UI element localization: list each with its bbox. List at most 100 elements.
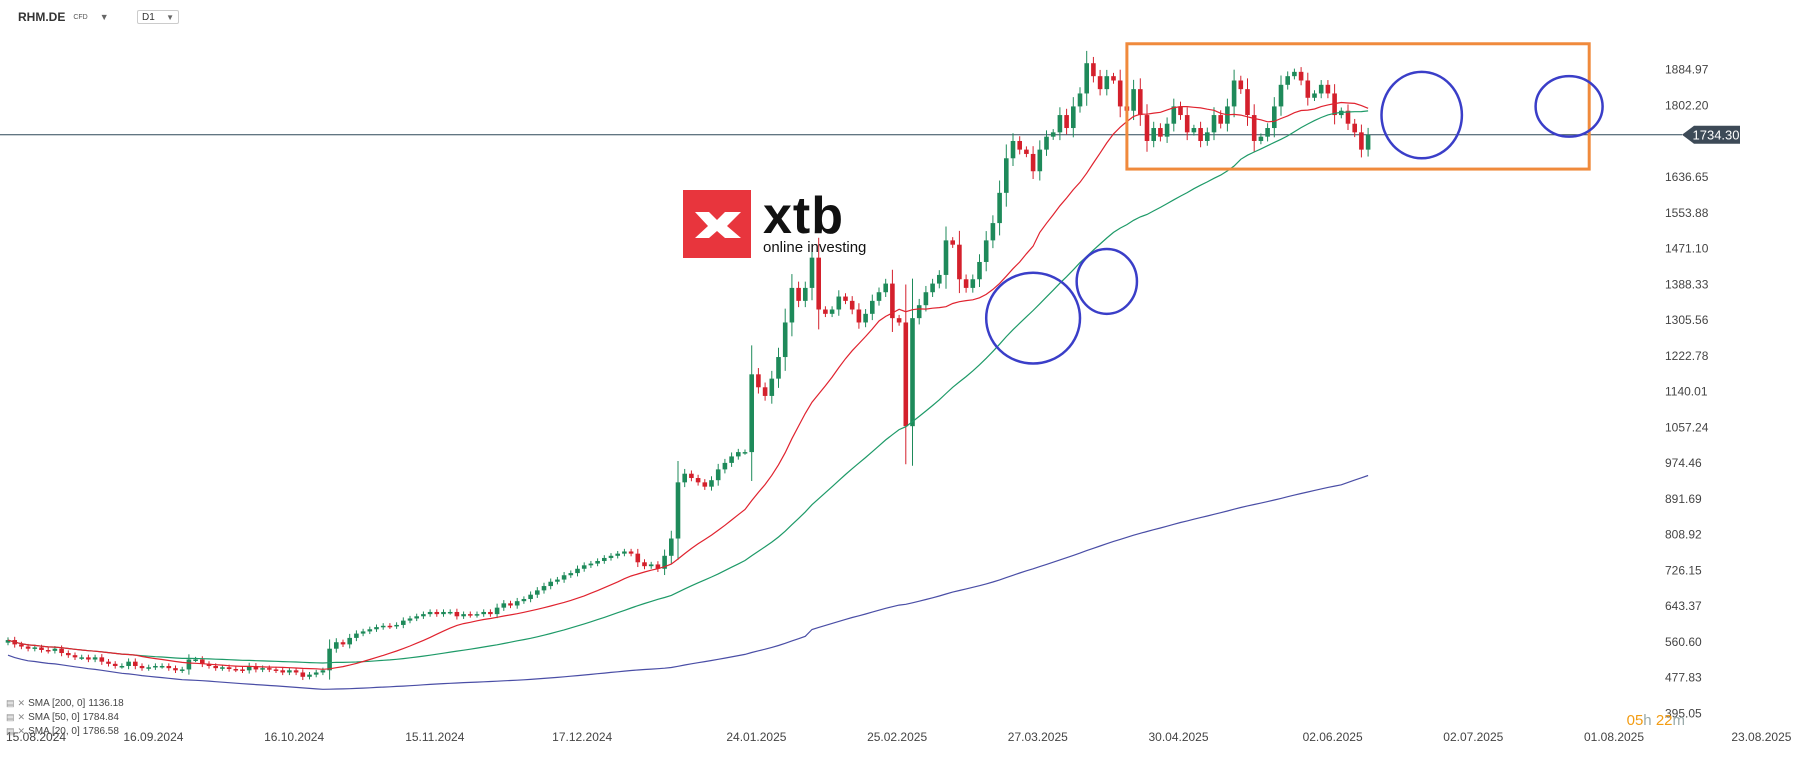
candle-body <box>79 657 84 659</box>
legend-sma-200[interactable]: ▤ ✕ SMA [200, 0] 1136.18 <box>6 698 124 709</box>
candle-body <box>876 292 882 301</box>
x-tick-label: 27.03.2025 <box>1008 730 1068 744</box>
candle-body <box>789 287 795 323</box>
candle-body <box>883 283 888 293</box>
candle-body <box>856 309 862 323</box>
candle-body <box>1104 76 1110 90</box>
candle-body <box>1050 132 1056 137</box>
legend-label: SMA [200, 0] <box>28 698 86 709</box>
candle-body <box>340 642 346 645</box>
settings-icon[interactable]: ▤ <box>6 712 15 722</box>
candle-body <box>1312 93 1317 98</box>
candle-body <box>1238 80 1244 90</box>
candle-body <box>213 665 218 669</box>
y-tick-label: 1140.01 <box>1665 385 1708 399</box>
logo-word: xtb <box>763 186 844 245</box>
timeframe-label: D1 <box>142 11 155 23</box>
xtb-logo: xtb online investing <box>683 190 866 258</box>
candle-body <box>675 482 681 539</box>
candle-body <box>555 579 560 582</box>
candle-body <box>682 473 687 483</box>
candle-body <box>1091 63 1096 77</box>
candle-body <box>1205 132 1210 141</box>
candle-body <box>535 590 540 595</box>
instrument-selector[interactable]: RHM.DE CFD ▼ <box>18 10 109 24</box>
candle-body <box>742 452 748 454</box>
x-tick-label: 15.11.2024 <box>405 730 464 744</box>
candle-body <box>829 309 835 314</box>
y-tick-label: 1057.24 <box>1665 420 1709 434</box>
candle-body <box>226 667 232 670</box>
candle-body <box>501 603 507 608</box>
candle-body <box>910 318 915 427</box>
timeframe-selector[interactable]: D1 ▼ <box>137 10 179 24</box>
candle-body <box>300 672 306 677</box>
candle-body <box>1064 115 1069 129</box>
settings-icon[interactable]: ▤ <box>6 698 15 708</box>
candle-body <box>702 482 708 487</box>
annotation-circle <box>1380 70 1464 160</box>
candle-body <box>92 657 98 660</box>
candle-body <box>421 614 426 617</box>
candle-body <box>722 462 728 470</box>
candle-body <box>1164 123 1170 137</box>
candle-body <box>1057 115 1063 133</box>
candle-body <box>193 659 198 662</box>
y-tick-label: 726.15 <box>1665 563 1702 577</box>
y-tick-label: 395.05 <box>1665 706 1702 720</box>
x-tick-label: 02.07.2025 <box>1443 730 1503 744</box>
last-price-label: 1734.30 <box>1693 127 1740 142</box>
logo-subtitle: online investing <box>763 238 867 256</box>
candle-body <box>66 653 71 656</box>
candle-body <box>870 300 875 314</box>
candle-body <box>159 665 165 668</box>
candle-body <box>1285 76 1290 85</box>
candle-body <box>72 655 78 658</box>
candle-body <box>1332 93 1337 116</box>
close-icon[interactable]: ✕ <box>17 712 26 722</box>
candle-body <box>541 586 547 591</box>
candle-body <box>25 646 31 649</box>
candle-body <box>749 374 754 453</box>
candle-body <box>1037 149 1043 172</box>
candle-body <box>1345 110 1351 124</box>
candle-body <box>508 603 513 606</box>
candle-body <box>1365 134 1371 150</box>
candle-body <box>769 378 775 396</box>
candle-body <box>39 647 44 650</box>
candle-countdown: 05h 22m <box>1627 712 1685 729</box>
candle-body <box>896 318 902 323</box>
candle-body <box>414 616 419 619</box>
close-icon[interactable]: ✕ <box>17 726 26 736</box>
candle-body <box>843 296 848 301</box>
y-tick-label: 1388.33 <box>1665 277 1709 291</box>
candle-body <box>1171 106 1177 124</box>
candle-body <box>119 665 125 668</box>
candle-body <box>662 555 667 569</box>
candle-body <box>52 648 58 651</box>
candle-body <box>1097 76 1103 90</box>
candle-body <box>628 551 634 554</box>
candle-body <box>1218 115 1223 124</box>
candle-body <box>776 357 781 379</box>
candle-body <box>280 670 285 673</box>
candle-body <box>380 625 386 628</box>
candle-body <box>950 240 955 245</box>
countdown-hours-unit: h <box>1643 712 1652 729</box>
legend-sma-20[interactable]: ▤ ✕ SMA [20, 0] 1786.58 <box>6 726 119 737</box>
y-tick-label: 808.92 <box>1665 528 1702 542</box>
candle-body <box>1352 123 1357 133</box>
candle-body <box>267 668 272 670</box>
chevron-down-icon[interactable]: ▼ <box>99 12 109 22</box>
candle-body <box>494 607 500 615</box>
candle-body <box>635 553 641 563</box>
settings-icon[interactable]: ▤ <box>6 726 15 736</box>
candle-body <box>1198 128 1203 141</box>
candle-body <box>407 618 413 621</box>
candle-body <box>206 663 212 666</box>
candle-body <box>179 669 185 671</box>
candle-body <box>1151 128 1156 141</box>
legend-sma-50[interactable]: ▤ ✕ SMA [50, 0] 1784.84 <box>6 712 119 723</box>
close-icon[interactable]: ✕ <box>17 698 26 708</box>
